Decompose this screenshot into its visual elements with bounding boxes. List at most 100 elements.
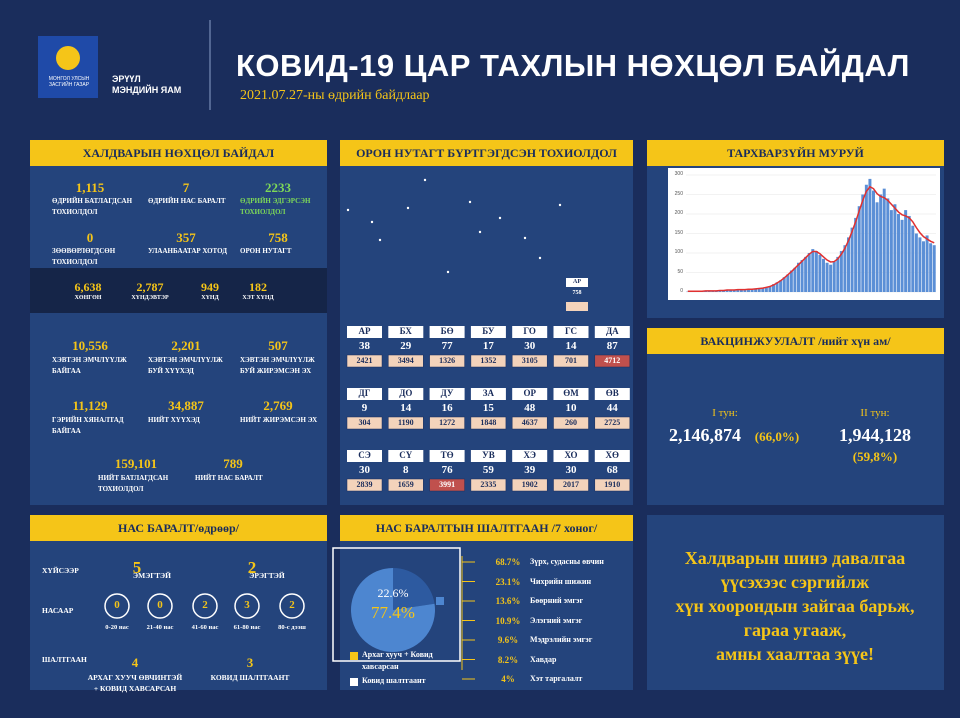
- stat-value: 0: [86, 230, 94, 245]
- stat-label: ХЭВТЭН ЭМЧЛҮҮЛЖ БУЙ ХҮҮХЭД: [148, 356, 223, 375]
- total-cell: [346, 478, 383, 492]
- region-daily: 17: [482, 340, 494, 352]
- panel-title: НАС БАРАЛТ/өдрөөр/: [30, 515, 327, 541]
- emblem-text: МОНГОЛ УЛСЫН ЗАСГИЙН ГАЗАР: [48, 76, 90, 88]
- cause-percent: 13.6%: [495, 596, 521, 606]
- region-total: 1910: [604, 480, 621, 489]
- region-total: 1352: [480, 356, 497, 365]
- death-value: 0: [114, 599, 120, 611]
- cause-percent: 68.7%: [495, 557, 521, 567]
- stat-value: 159,101: [114, 456, 158, 471]
- y-tick-label: 250: [674, 190, 683, 197]
- death-label: ЭРЭГТЭЙ: [249, 571, 285, 580]
- region-code: ТӨ: [440, 450, 454, 460]
- bar: [861, 194, 865, 292]
- stat-label: УЛААНБААТАР ХОТОД: [148, 247, 228, 255]
- region-daily: 9: [361, 402, 368, 414]
- cause-label: Бөөрний эмгэг: [530, 596, 584, 605]
- legend-label: Архаг хууч + Ковид хавсарсан: [362, 650, 433, 671]
- death-value: 0: [157, 599, 163, 611]
- bar: [750, 289, 754, 292]
- age-circle: [147, 593, 173, 619]
- code-cell: [553, 388, 589, 400]
- code-cell: [594, 450, 630, 462]
- bar: [829, 264, 833, 292]
- bar: [868, 178, 872, 292]
- total-cell: [346, 354, 383, 368]
- bar: [793, 267, 797, 292]
- message-line: хүн хоорондын зайгаа барьж,: [675, 596, 915, 616]
- bar: [729, 289, 733, 292]
- band: [30, 268, 327, 313]
- code-cell: [347, 450, 382, 462]
- legend-swatch: [350, 652, 358, 660]
- bar: [807, 253, 811, 292]
- code-cell: [470, 326, 506, 338]
- map-dots: [346, 178, 562, 274]
- stat-value: 11,129: [72, 398, 108, 413]
- bar: [914, 233, 918, 292]
- region-code: ХО: [564, 450, 578, 460]
- cause-percent: 8.2%: [497, 654, 519, 665]
- emblem-symbol: [56, 46, 80, 70]
- death-label: 80-с дээш: [278, 624, 306, 631]
- bar: [722, 290, 725, 292]
- total-cell: [511, 354, 548, 368]
- panel: [30, 515, 327, 690]
- stat-value: 7: [182, 180, 190, 195]
- region-total: 304: [358, 418, 371, 427]
- cause-percent: 10.9%: [495, 615, 521, 626]
- code-cell: [512, 450, 548, 462]
- code-cell: [594, 326, 630, 338]
- bar: [825, 262, 829, 292]
- region-total: 2421: [356, 356, 373, 365]
- y-tick-label: 150: [674, 229, 683, 236]
- code-cell: [553, 326, 589, 338]
- stat-value: 758: [268, 230, 288, 245]
- stat-label: НИЙТ НАС БАРАЛТ: [195, 474, 263, 482]
- map-legend-box: [566, 278, 588, 287]
- bar: [747, 288, 750, 292]
- row-label: ХҮЙСЭЭР: [42, 566, 79, 575]
- bar: [864, 184, 868, 292]
- bar: [925, 235, 929, 292]
- total-cell: [470, 478, 507, 492]
- stat-label: ӨДРИЙН ЭДГЭРСЭН ТОХИОЛДОЛ: [240, 197, 311, 216]
- cause-label: Хавдар: [530, 654, 557, 664]
- code-cell: [429, 326, 465, 338]
- region-total: 701: [565, 356, 577, 365]
- bar: [897, 214, 900, 292]
- death-value: 4: [131, 655, 139, 670]
- cause-label: Элэгний эмгэг: [530, 615, 583, 625]
- region-total: 1848: [480, 418, 497, 427]
- code-cell: [594, 388, 630, 400]
- pie-slice: [350, 568, 435, 652]
- region-daily: 38: [359, 340, 370, 352]
- code-cell: [512, 388, 548, 400]
- region-total: 1902: [521, 480, 538, 489]
- y-tick-label: 50: [677, 268, 683, 275]
- region-daily: 15: [482, 402, 494, 414]
- pie-pointer: [436, 597, 444, 605]
- stat-value: 507: [268, 338, 288, 353]
- page-title: КОВИД-19 ЦАР ТАХЛЫН НӨХЦӨЛ БАЙДАЛ: [236, 48, 910, 83]
- y-tick-label: 100: [674, 249, 683, 255]
- bar: [889, 210, 893, 292]
- stat-label: ХЭВТЭН ЭМЧЛҮҮЛЖ БАЙГАА: [52, 356, 127, 375]
- bar: [893, 204, 897, 292]
- region-code: ӨМ: [563, 388, 579, 398]
- code-cell: [553, 450, 589, 462]
- age-circle: [234, 593, 260, 619]
- region-daily: 14: [400, 402, 412, 414]
- region-code: ХЭ: [523, 450, 536, 460]
- bar: [804, 256, 808, 292]
- death-value: 3: [246, 655, 254, 670]
- cause-percent: 23.1%: [495, 576, 521, 587]
- death-label: ЭМЭГТЭЙ: [133, 571, 171, 580]
- stat-label: НИЙТ ХҮҮХЭД: [148, 416, 200, 424]
- bar: [836, 256, 840, 292]
- stat-label: ХҮНД: [201, 295, 219, 301]
- region-total: 1326: [439, 356, 456, 365]
- bar: [739, 289, 743, 292]
